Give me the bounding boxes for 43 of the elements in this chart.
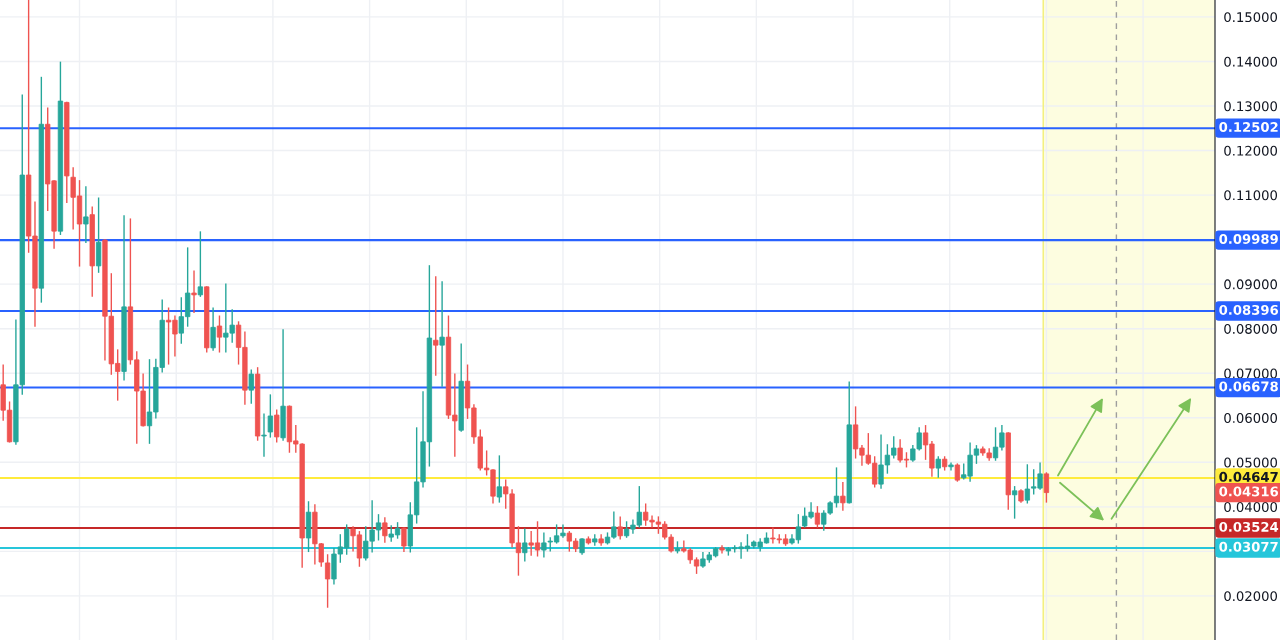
y-tick-label: 0.11000: [1224, 190, 1278, 201]
y-tick-label: 0.07000: [1224, 368, 1278, 379]
candlestick: [439, 281, 445, 387]
text: 0.04316: [1219, 486, 1279, 497]
y-tick-label: 0.15000: [1224, 12, 1278, 23]
candlestick: [935, 456, 941, 478]
candlestick: [401, 527, 407, 553]
ref-line-label: 0.12502: [1219, 122, 1278, 133]
y-tick-label: 0.13000: [1224, 101, 1278, 112]
y-tick-label: 0.09000: [1224, 279, 1278, 290]
candlestick: [814, 506, 821, 528]
ref-line-label: 0.06678: [1219, 381, 1278, 392]
candlestick: [840, 482, 846, 511]
y-tick-label: 0.02000: [1224, 591, 1278, 602]
y-tick-label: 0.12000: [1224, 145, 1278, 156]
candlestick: [617, 516, 623, 540]
candlestick: [216, 315, 223, 353]
y-tick-label: 0.06000: [1224, 412, 1278, 423]
candlestick: [433, 276, 439, 376]
candlestick: [948, 462, 954, 471]
ref-line-label: 0.08396: [1219, 304, 1279, 315]
candlestick: [210, 307, 216, 351]
candlestick: [267, 394, 273, 438]
candlestick: [83, 186, 89, 243]
candlestick: [261, 413, 267, 457]
candlestick: [1043, 472, 1050, 503]
candlestick: [496, 455, 503, 503]
candlestick: [382, 517, 388, 543]
candlestick: [248, 369, 254, 404]
candlestick: [197, 231, 204, 297]
candlestick: [522, 528, 528, 562]
ref-line-label: 0.03524: [1219, 521, 1279, 532]
ref-line-label: 0.09989: [1219, 233, 1278, 244]
candlestick: [191, 270, 197, 313]
candlestick: [274, 409, 280, 443]
ref-line-label: 0.03077: [1219, 541, 1278, 552]
y-tick-label: 0.04000: [1224, 502, 1278, 513]
y-tick-label: 0.05000: [1224, 457, 1278, 468]
candlestick: [1011, 486, 1018, 519]
ref-line-label: 0.04647: [1219, 471, 1278, 482]
candlestick: [95, 197, 102, 273]
y-tick-label: 0.14000: [1224, 56, 1278, 67]
y-tick-label: 0.08000: [1224, 323, 1278, 334]
